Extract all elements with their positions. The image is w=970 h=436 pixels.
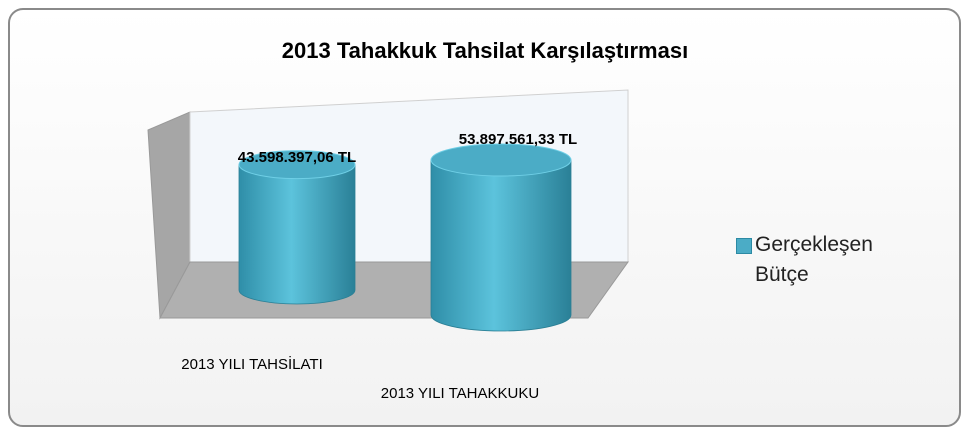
data-label: 53.897.561,33 TL <box>459 131 577 148</box>
cylinder-top <box>238 150 356 180</box>
cylinder <box>430 143 572 332</box>
cylinder <box>238 150 356 305</box>
x-tick-label: 2013 YILI TAHSİLATI <box>181 355 322 373</box>
x-tick-label: 2013 YILI TAHAKKUKU <box>381 385 539 402</box>
cylinder-body <box>238 164 356 305</box>
data-label: 43.598.397,06 TL <box>238 149 356 166</box>
legend-label: Gerçekleşen Bütçe <box>755 233 873 286</box>
cylinder-top <box>430 143 572 177</box>
cylinder-body <box>430 159 572 332</box>
legend-swatch <box>736 238 752 254</box>
chart-title: 2013 Tahakkuk Tahsilat Karşılaştırması <box>282 38 688 63</box>
legend: Gerçekleşen Bütçe <box>736 230 906 290</box>
